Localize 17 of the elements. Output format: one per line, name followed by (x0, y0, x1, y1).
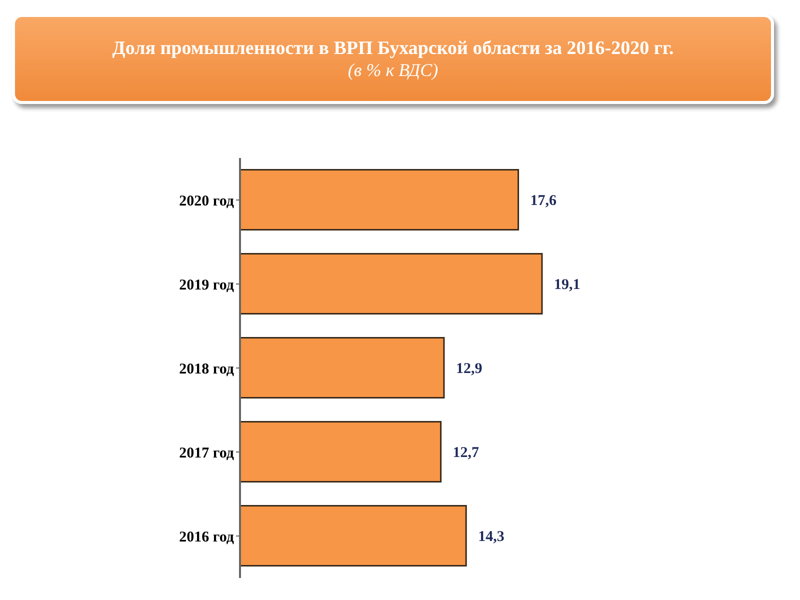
bar (239, 253, 543, 315)
data-label: 14,3 (478, 529, 504, 546)
bar (239, 505, 467, 567)
bar (239, 421, 442, 483)
y-tick-label: 2020 год (179, 193, 234, 210)
y-tick-label: 2017 год (179, 445, 234, 462)
bar (239, 169, 520, 231)
y-tick-label: 2016 год (179, 529, 234, 546)
chart-title: Доля промышленности в ВРП Бухарской области за 2016-2020 гг. (111, 38, 675, 60)
data-label: 19,1 (554, 277, 580, 294)
y-tick-label: 2019 год (179, 277, 234, 294)
data-label: 12,7 (452, 445, 480, 462)
chart-subtitle: (в % к ВДС) (346, 60, 440, 80)
data-label: 12,9 (456, 361, 482, 378)
data-label: 17,6 (530, 193, 558, 210)
y-tick-label: 2018 год (179, 361, 234, 378)
bar (239, 337, 445, 399)
